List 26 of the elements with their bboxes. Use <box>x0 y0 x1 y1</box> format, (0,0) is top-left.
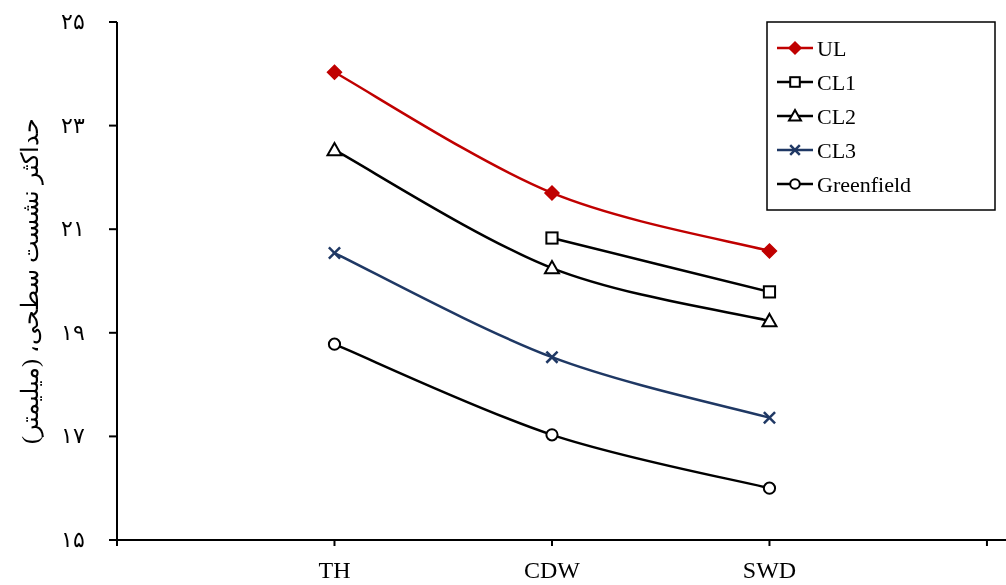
legend-label: CL3 <box>817 138 857 163</box>
y-tick-label: ۲۵ <box>61 9 85 34</box>
x-tick-label: SWD <box>742 557 797 583</box>
point <box>761 312 778 328</box>
y-tick-label: ۱۹ <box>61 319 85 345</box>
point <box>544 185 560 201</box>
y-tick-label: ۲۳ <box>61 112 85 138</box>
point <box>326 64 343 80</box>
legend-label: CL2 <box>817 104 857 129</box>
point <box>762 285 777 299</box>
y-axis-title: حداکثر نشست سطحی، (میلیمتر) <box>17 118 44 444</box>
point <box>762 481 777 495</box>
y-tick-label: ۲۱ <box>61 216 85 242</box>
legend-label: CL1 <box>817 70 857 95</box>
point <box>326 141 343 157</box>
legend-label: Greenfield <box>817 172 912 197</box>
point <box>327 337 342 351</box>
y-tick-label: ۱۵ <box>61 527 85 552</box>
x-tick-label: CDW <box>523 557 581 583</box>
point <box>545 231 559 245</box>
x-tick-label: TH <box>318 557 351 583</box>
point <box>543 260 560 275</box>
legend-label: UL <box>817 36 847 61</box>
point <box>545 428 559 442</box>
y-tick-label: ۱۷ <box>61 423 85 449</box>
point <box>761 243 778 259</box>
